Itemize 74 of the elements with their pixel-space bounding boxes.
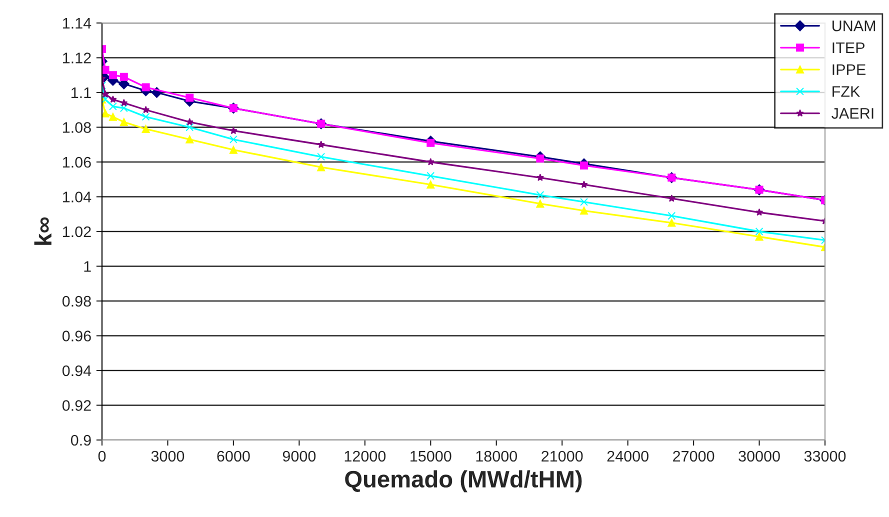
point [426, 180, 435, 189]
point [668, 194, 676, 202]
legend-label: JAERI [832, 108, 874, 119]
point [580, 198, 588, 206]
point [755, 232, 764, 241]
y-tick-label: 0.9 [70, 434, 91, 446]
point [317, 140, 325, 148]
point [536, 191, 544, 200]
y-tick-label: 1.04 [63, 192, 92, 202]
x-tick-label: 21000 [542, 450, 583, 462]
y-tick-label: 1.12 [63, 52, 91, 64]
point [142, 83, 150, 92]
point [108, 102, 117, 110]
point [102, 66, 110, 74]
y-axis-title: k∞ [34, 217, 52, 245]
point [186, 135, 194, 144]
x-tick-label: 27000 [673, 450, 714, 462]
x-tick-label: 3000 [151, 450, 184, 462]
y-tick-label: 0.96 [62, 330, 91, 342]
point [580, 161, 588, 170]
legend-label: IPPE [832, 64, 866, 75]
legend-label: FZK [832, 86, 860, 97]
point [229, 146, 238, 154]
point [102, 90, 110, 98]
x-tick-label: 30000 [738, 450, 780, 462]
y-tick-label: 1 [84, 261, 91, 272]
point [186, 94, 194, 102]
point [109, 95, 117, 103]
point [120, 118, 128, 126]
y-tick-label: 0.94 [62, 365, 92, 376]
x-tick-label: 15000 [410, 450, 452, 462]
point [536, 200, 544, 208]
y-tick-label: 1.1 [72, 88, 91, 98]
point [580, 180, 588, 188]
point [755, 228, 764, 236]
y-tick-label: 1.08 [63, 122, 91, 133]
x-tick-label: 24000 [607, 450, 648, 462]
legend-label: ITEP [832, 42, 864, 54]
x-tick-label: 0 [98, 450, 106, 462]
legend-label: UNAM [832, 20, 876, 32]
point [108, 71, 117, 80]
point [536, 154, 544, 163]
x-axis-title: Quemado (MWd/tHM) [345, 470, 582, 492]
point [668, 218, 676, 227]
point [229, 135, 238, 144]
x-tick-label: 6000 [217, 450, 250, 462]
point [142, 112, 150, 121]
point [142, 106, 150, 114]
x-tick-label: 33000 [804, 450, 846, 462]
point [186, 123, 194, 132]
y-tick-label: 1.06 [63, 156, 91, 168]
point [668, 212, 676, 220]
point [230, 126, 238, 134]
point [755, 208, 764, 216]
point [120, 104, 128, 112]
point [317, 163, 326, 172]
point [426, 138, 435, 147]
point [426, 158, 434, 166]
point [102, 109, 110, 118]
point [142, 124, 150, 133]
x-tick-label: 9000 [282, 450, 316, 462]
point [317, 152, 326, 161]
point [536, 174, 544, 181]
y-tick-label: 1.14 [63, 18, 92, 29]
point [580, 206, 588, 215]
point [120, 98, 128, 106]
point [108, 112, 117, 121]
y-tick-label: 1.02 [63, 226, 91, 238]
x-tick-label: 18000 [476, 450, 518, 462]
x-tick-label: 12000 [344, 450, 386, 462]
point [426, 172, 435, 180]
y-tick-label: 0.98 [62, 296, 91, 307]
point [120, 72, 128, 81]
y-tick-label: 0.92 [62, 400, 91, 411]
